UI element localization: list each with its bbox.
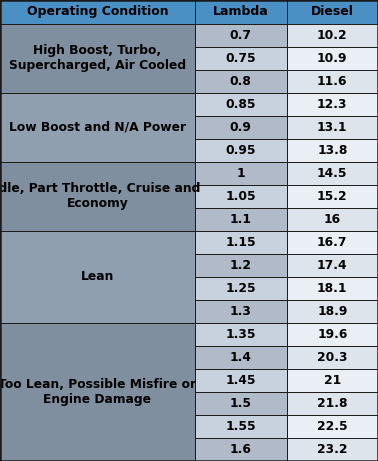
Bar xyxy=(0,93,195,162)
Text: 1.5: 1.5 xyxy=(229,397,252,410)
Bar xyxy=(195,300,287,323)
Text: Diesel: Diesel xyxy=(311,6,354,18)
Text: Low Boost and N/A Power: Low Boost and N/A Power xyxy=(9,121,186,134)
Bar xyxy=(195,438,287,461)
Bar xyxy=(287,139,378,162)
Bar xyxy=(195,346,287,369)
Text: 1: 1 xyxy=(236,167,245,180)
Text: 0.95: 0.95 xyxy=(225,144,256,157)
Text: 1.25: 1.25 xyxy=(225,282,256,295)
Bar xyxy=(287,116,378,139)
Text: 23.2: 23.2 xyxy=(317,443,347,456)
Bar xyxy=(287,162,378,185)
Bar xyxy=(287,300,378,323)
Bar xyxy=(195,208,287,231)
Text: 1.2: 1.2 xyxy=(229,259,252,272)
Bar xyxy=(195,0,287,24)
Bar xyxy=(287,415,378,438)
Bar xyxy=(287,24,378,47)
Text: 15.2: 15.2 xyxy=(317,190,348,203)
Bar xyxy=(0,162,195,231)
Text: 12.3: 12.3 xyxy=(317,98,347,111)
Text: 10.2: 10.2 xyxy=(317,29,348,42)
Text: 0.9: 0.9 xyxy=(230,121,251,134)
Text: Idle, Part Throttle, Cruise and
Economy: Idle, Part Throttle, Cruise and Economy xyxy=(0,183,200,211)
Text: 17.4: 17.4 xyxy=(317,259,347,272)
Bar xyxy=(195,93,287,116)
Text: 21.8: 21.8 xyxy=(317,397,347,410)
Text: 19.6: 19.6 xyxy=(317,328,347,341)
Bar xyxy=(195,415,287,438)
Bar xyxy=(195,254,287,277)
Text: Too Lean, Possible Misfire or
Engine Damage: Too Lean, Possible Misfire or Engine Dam… xyxy=(0,378,197,406)
Bar xyxy=(287,392,378,415)
Text: 0.75: 0.75 xyxy=(225,52,256,65)
Bar xyxy=(195,231,287,254)
Text: 13.8: 13.8 xyxy=(317,144,347,157)
Bar xyxy=(195,47,287,70)
Bar xyxy=(287,438,378,461)
Text: 1.35: 1.35 xyxy=(225,328,256,341)
Text: 11.6: 11.6 xyxy=(317,75,347,88)
Text: 0.7: 0.7 xyxy=(229,29,252,42)
Text: 1.4: 1.4 xyxy=(230,351,251,364)
Bar xyxy=(0,231,195,323)
Bar xyxy=(195,24,287,47)
Bar xyxy=(195,116,287,139)
Bar xyxy=(287,93,378,116)
Text: Lean: Lean xyxy=(81,271,114,284)
Bar xyxy=(287,185,378,208)
Text: 13.1: 13.1 xyxy=(317,121,347,134)
Text: High Boost, Turbo,
Supercharged, Air Cooled: High Boost, Turbo, Supercharged, Air Coo… xyxy=(9,44,186,72)
Bar xyxy=(195,369,287,392)
Text: 10.9: 10.9 xyxy=(317,52,347,65)
Bar xyxy=(287,277,378,300)
Text: Lambda: Lambda xyxy=(213,6,268,18)
Bar xyxy=(287,369,378,392)
Bar xyxy=(287,208,378,231)
Text: 22.5: 22.5 xyxy=(317,420,348,433)
Bar xyxy=(287,323,378,346)
Text: 1.55: 1.55 xyxy=(225,420,256,433)
Bar xyxy=(195,185,287,208)
Bar xyxy=(195,392,287,415)
Text: 1.3: 1.3 xyxy=(230,305,251,318)
Text: 20.3: 20.3 xyxy=(317,351,347,364)
Text: 14.5: 14.5 xyxy=(317,167,347,180)
Bar xyxy=(287,70,378,93)
Bar xyxy=(0,323,195,461)
Bar xyxy=(195,277,287,300)
Text: 21: 21 xyxy=(324,374,341,387)
Bar xyxy=(195,323,287,346)
Bar xyxy=(195,162,287,185)
Text: 18.9: 18.9 xyxy=(317,305,347,318)
Text: 1.6: 1.6 xyxy=(230,443,251,456)
Bar xyxy=(0,24,195,93)
Text: 1.45: 1.45 xyxy=(225,374,256,387)
Text: 1.1: 1.1 xyxy=(229,213,252,226)
Bar xyxy=(195,70,287,93)
Bar xyxy=(287,254,378,277)
Text: 16.7: 16.7 xyxy=(317,236,347,249)
Text: 0.8: 0.8 xyxy=(230,75,251,88)
Bar xyxy=(287,0,378,24)
Text: 1.15: 1.15 xyxy=(225,236,256,249)
Bar xyxy=(287,47,378,70)
Text: 0.85: 0.85 xyxy=(225,98,256,111)
Bar xyxy=(287,346,378,369)
Bar xyxy=(195,139,287,162)
Text: 1.05: 1.05 xyxy=(225,190,256,203)
Text: 16: 16 xyxy=(324,213,341,226)
Text: Operating Condition: Operating Condition xyxy=(26,6,168,18)
Text: 18.1: 18.1 xyxy=(317,282,347,295)
Bar xyxy=(287,231,378,254)
Bar xyxy=(0,0,195,24)
